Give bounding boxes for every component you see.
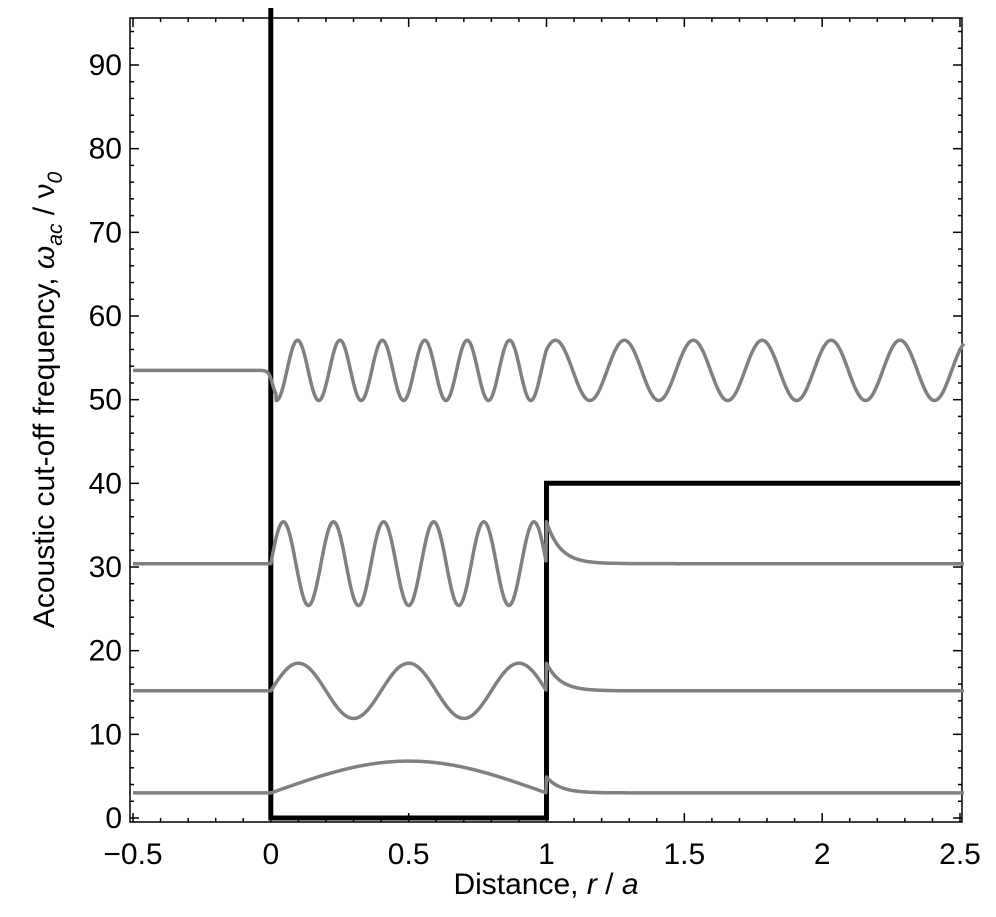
- y-axis: 0 10 20 30 40 50 60 70 80 90: [89, 30, 962, 835]
- y-axis-title: Acoustic cut-off frequency, ωac / ν0: [28, 172, 67, 629]
- y-tick-label: 60: [89, 300, 122, 333]
- y-title-sub-0: 0: [44, 172, 67, 184]
- x-tick-label: 1: [538, 838, 555, 871]
- x-axis-title: Distance, r / a: [453, 868, 638, 901]
- y-title-nu: ν: [28, 184, 61, 199]
- mode-curve-1: [131, 759, 966, 795]
- x-tick-label: 0.5: [388, 838, 430, 871]
- x-tick-label: −0.5: [103, 838, 162, 871]
- x-title-var-r: r: [587, 868, 598, 901]
- x-tick-label: 1.5: [663, 838, 705, 871]
- y-tick-label: 40: [89, 467, 122, 500]
- x-tick-label: 2.5: [939, 838, 981, 871]
- plot-lines: [131, 8, 966, 821]
- y-tick-label: 10: [89, 718, 122, 751]
- y-tick-label: 20: [89, 635, 122, 668]
- x-title-var-a: a: [622, 868, 639, 901]
- x-title-text: Distance,: [453, 868, 586, 901]
- x-tick-label: 0: [262, 838, 279, 871]
- y-tick-label: 70: [89, 216, 122, 249]
- y-title-omega: ω: [28, 246, 61, 269]
- y-tick-label: 80: [89, 133, 122, 166]
- x-title-slash: /: [597, 868, 622, 901]
- y-tick-label: 30: [89, 551, 122, 584]
- y-title-text: Acoustic cut-off frequency,: [28, 269, 61, 628]
- potential-well-line: [268, 8, 960, 821]
- x-axis: −0.5 0 0.5 1 1.5 2 2.5: [103, 18, 981, 871]
- mode-curve-4: [131, 338, 966, 403]
- y-title-sub-ac: ac: [44, 223, 67, 246]
- y-tick-label: 50: [89, 384, 122, 417]
- y-tick-label: 0: [105, 802, 122, 835]
- mode-curve-2: [131, 661, 966, 721]
- x-tick-label: 2: [814, 838, 831, 871]
- y-tick-label: 90: [89, 49, 122, 82]
- y-title-slash: /: [28, 199, 61, 224]
- mode-curve-3: [131, 520, 966, 608]
